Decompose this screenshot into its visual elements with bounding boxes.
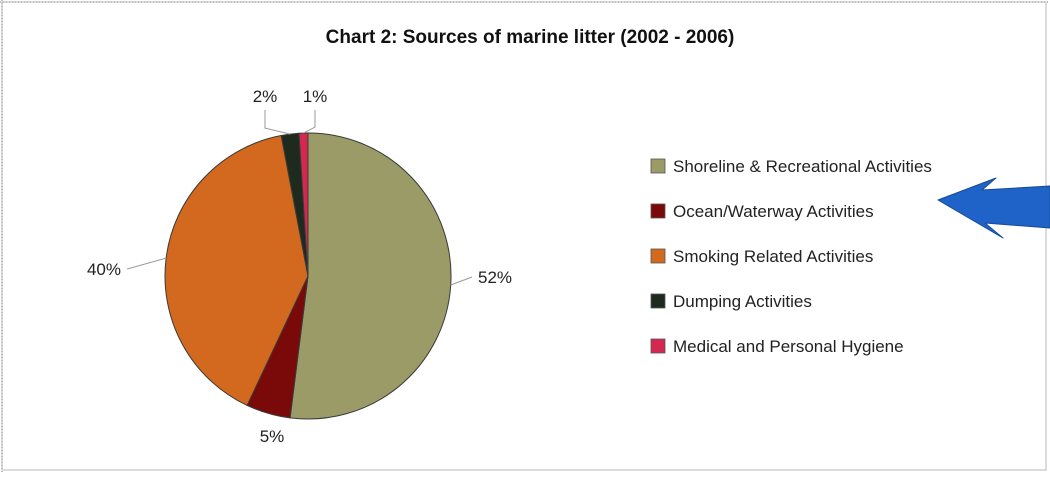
- pie-chart: [164, 132, 452, 420]
- annotation-arrow: [937, 177, 1050, 239]
- legend: Shoreline & Recreational Activities Ocean…: [650, 157, 932, 356]
- slice-label-shoreline-and-recreational-activities: 52%: [478, 268, 512, 287]
- blue-arrow-icon: [937, 177, 1050, 239]
- chart-title: Chart 2: Sources of marine litter (2002 …: [326, 27, 735, 48]
- legend-swatch-shoreline-and-recreational-activities: [650, 158, 666, 174]
- legend-label-medical-and-personal-hygiene: Medical and Personal Hygiene: [673, 337, 904, 356]
- leader-line-smoking-related-activities: [126, 257, 167, 270]
- leader-lines: [126, 110, 473, 286]
- legend-swatch-dumping-activities: [650, 293, 666, 309]
- leader-line-medical-and-personal-hygiene: [303, 110, 316, 134]
- slice-labels: 52% 5% 40% 2% 1%: [87, 87, 512, 446]
- legend-swatch-smoking-related-activities: [650, 248, 666, 264]
- legend-label-dumping-activities: Dumping Activities: [673, 292, 812, 311]
- slice-label-smoking-related-activities: 40%: [87, 260, 121, 279]
- legend-label-smoking-related-activities: Smoking Related Activities: [673, 247, 873, 266]
- legend-swatch-medical-and-personal-hygiene: [650, 338, 666, 354]
- slice-label-medical-and-personal-hygiene: 1%: [303, 87, 328, 106]
- slice-label-ocean-waterway-activities: 5%: [260, 427, 285, 446]
- pie-slice-shoreline-and-recreational-activities: [289, 132, 452, 420]
- pie-slice-smoking-related-activities: [164, 134, 309, 407]
- leader-line-dumping-activities: [264, 110, 291, 135]
- slice-label-dumping-activities: 2%: [253, 87, 278, 106]
- legend-swatch-ocean-waterway-activities: [650, 203, 666, 219]
- legend-label-ocean-waterway-activities: Ocean/Waterway Activities: [673, 202, 874, 221]
- legend-label-shoreline-and-recreational-activities: Shoreline & Recreational Activities: [673, 157, 932, 176]
- leader-line-shoreline-and-recreational-activities: [450, 276, 473, 286]
